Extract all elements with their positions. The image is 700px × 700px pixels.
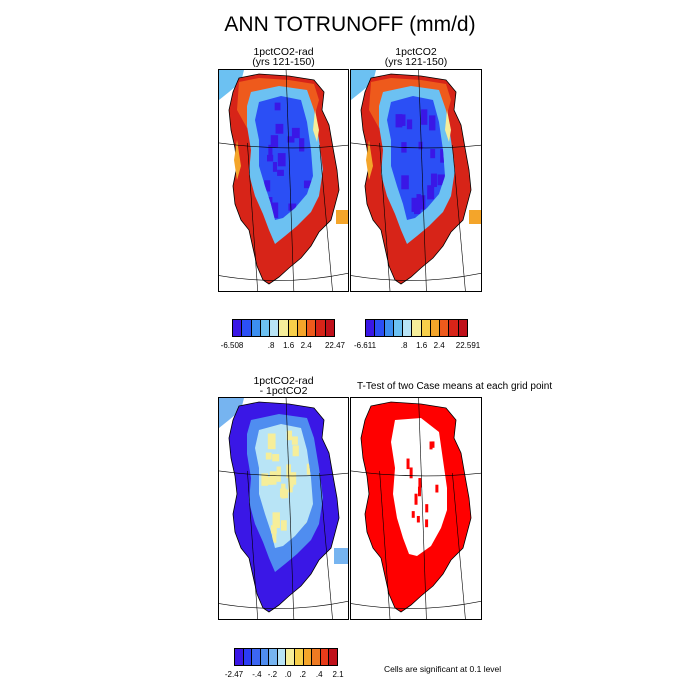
colorbar-labels-difference: -2.47 -.4 -.2 .0 .2 .4 2.1 [225,670,344,680]
colorbar-swatch [235,649,244,665]
runoff-map-diff [219,398,348,619]
colorbar-swatch [260,649,270,665]
colorbar-tick-label: .8 [400,341,408,350]
colorbar-swatch [375,320,385,336]
panel-title-diff: 1pctCO2-rad - 1pctCO2 [253,375,314,397]
map-panel-1pctco2 [350,69,482,292]
colorbar-swatch [288,320,298,336]
colorbar-swatch [270,320,280,336]
colorbar-swatch [269,649,278,665]
colorbar-swatch [325,320,334,336]
colorbar-1pctco2 [365,319,468,337]
colorbar-tick-label: .2 [299,670,306,679]
colorbar-swatch [233,320,243,336]
colorbar-swatch [458,320,467,336]
colorbar-swatch [286,649,296,665]
colorbar-tick-label: 22.591 [455,341,481,350]
panel-title-rad: 1pctCO2-rad (yrs 121-150) [252,46,315,68]
colorbar-swatch [295,649,304,665]
colorbar-tick-label: .0 [284,670,292,679]
colorbar-swatch [297,320,308,336]
colorbar-swatch [277,649,287,665]
significance-map [351,398,481,619]
colorbar-swatch [251,320,261,336]
colorbar-swatch [384,320,394,336]
colorbar-swatch [312,649,321,665]
colorbar-swatch [252,649,261,665]
runoff-map-co2 [351,70,481,291]
colorbar-swatch [329,649,337,665]
colorbar-swatch [421,320,431,336]
colorbar-swatch [430,320,441,336]
colorbar-tick-label: 2.4 [300,341,312,350]
panel-title-co2: 1pctCO2 (yrs 121-150) [384,46,448,68]
colorbar-1pctco2-rad [232,319,335,337]
colorbar-swatch [303,649,313,665]
panel-title-ttest: T-Test of two Case means at each grid po… [357,381,553,392]
map-panel-ttest [350,397,482,620]
colorbar-swatch [366,320,376,336]
colorbar-tick-label: 1.6 [283,341,295,350]
runoff-map-rad [219,70,348,291]
colorbar-swatch [403,320,413,336]
colorbar-tick-label: -.2 [267,670,278,679]
colorbar-tick-label: .8 [267,341,275,350]
colorbar-swatch [307,320,317,336]
colorbar-swatch [449,320,459,336]
colorbar-swatch [412,320,422,336]
colorbar-tick-label: -.4 [252,670,262,679]
significance-note: Cells are significant at 0.1 level [384,664,502,674]
colorbar-labels-1pctco2-rad: -6.508 .8 1.6 2.4 22.47 [221,341,345,351]
colorbar-tick-label: 2.1 [332,670,344,679]
colorbar-swatch [260,320,271,336]
colorbar-swatch [393,320,404,336]
map-panel-1pctco2-rad [218,69,349,292]
colorbar-swatch [440,320,450,336]
colorbar-tick-label: 22.47 [324,341,346,350]
colorbar-swatch [279,320,289,336]
colorbar-tick-label: 2.4 [433,341,445,350]
map-panel-difference [218,397,349,620]
colorbar-swatch [316,320,326,336]
colorbar-labels-1pctco2: -6.611 .8 1.6 2.4 22.591 [354,341,480,351]
colorbar-swatch [243,649,253,665]
colorbar-tick-label: 1.6 [416,341,428,350]
colorbar-tick-label: -6.611 [353,341,377,350]
colorbar-tick-label: .4 [315,670,323,679]
colorbar-difference [234,648,338,666]
colorbar-tick-label: -2.47 [224,670,244,679]
colorbar-swatch [320,649,330,665]
figure-title: ANN TOTRUNOFF (mm/d) [224,13,476,36]
colorbar-tick-label: -6.508 [220,341,244,350]
colorbar-swatch [242,320,252,336]
